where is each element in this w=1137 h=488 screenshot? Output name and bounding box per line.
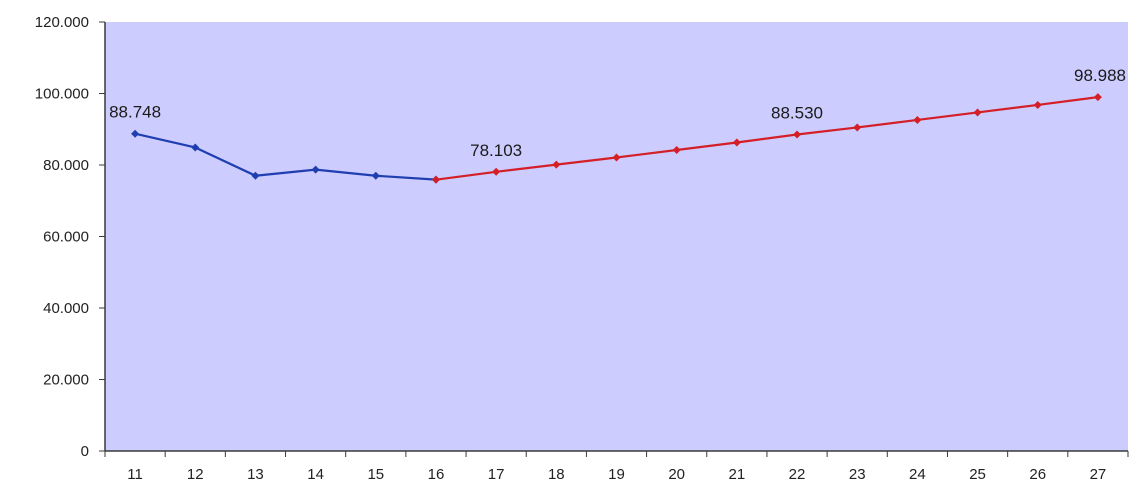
x-tick-label: 11: [127, 466, 143, 483]
data-point-marker: [191, 143, 200, 152]
x-tick-label: 20: [668, 466, 685, 483]
plot-area-background: [105, 22, 1128, 451]
x-tick-label: 26: [1029, 466, 1046, 483]
y-tick-label: 120.000: [35, 14, 89, 31]
x-tick-label: 12: [187, 466, 204, 483]
data-point-marker: [732, 138, 741, 147]
data-point-marker: [552, 160, 561, 169]
data-point-marker: [1033, 100, 1042, 109]
series-layer: [131, 93, 1102, 184]
series-line-1: [134, 132, 437, 181]
data-point-marker: [492, 167, 501, 176]
data-point-marker: [431, 175, 440, 184]
data-point-marker: [311, 165, 320, 174]
y-axis: 0 20.000 40.000 60.000 80.000 100.000 120.000: [35, 14, 106, 460]
y-tick-label: 20.000: [43, 372, 89, 389]
x-tick-label: 23: [849, 466, 866, 483]
y-tick-label: 80.000: [43, 157, 89, 174]
x-tick-label: 16: [428, 466, 445, 483]
x-tick-label: 17: [488, 466, 505, 483]
x-tick-label: 15: [367, 466, 384, 483]
data-point-marker: [672, 145, 681, 154]
data-point-marker: [131, 129, 140, 138]
x-tick-label: 14: [307, 466, 324, 483]
data-point-marker: [371, 171, 380, 180]
data-label: 88.530: [771, 104, 823, 123]
data-point-marker: [853, 123, 862, 132]
data-label-layer: 88.748 78.103 88.530 98.988: [109, 66, 1126, 160]
data-point-marker: [793, 130, 802, 139]
x-tick-label: 27: [1090, 466, 1107, 483]
data-label: 88.748: [109, 103, 161, 122]
x-tick-label: 25: [969, 466, 986, 483]
y-tick-label: 0: [81, 443, 89, 460]
y-tick-label: 100.000: [35, 86, 89, 103]
x-axis: 11 12 13 14 15 16 17 18 19 20 21 22 23 24 25 26 27: [104, 450, 1129, 483]
x-tick-label: 21: [729, 466, 746, 483]
y-tick-label: 40.000: [43, 300, 89, 317]
data-point-marker: [251, 171, 260, 180]
data-label: 98.988: [1074, 66, 1126, 85]
y-tick-label: 60.000: [43, 229, 89, 246]
x-tick-label: 13: [247, 466, 264, 483]
x-tick-label: 19: [608, 466, 625, 483]
data-point-marker: [1093, 93, 1102, 102]
data-point-marker: [913, 115, 922, 124]
series-line-2: [435, 96, 1099, 181]
data-point-marker: [612, 153, 621, 162]
data-label: 78.103: [470, 141, 522, 160]
x-tick-label: 18: [548, 466, 565, 483]
data-point-marker: [973, 108, 982, 117]
x-tick-label: 24: [909, 466, 926, 483]
x-tick-label: 22: [789, 466, 806, 483]
